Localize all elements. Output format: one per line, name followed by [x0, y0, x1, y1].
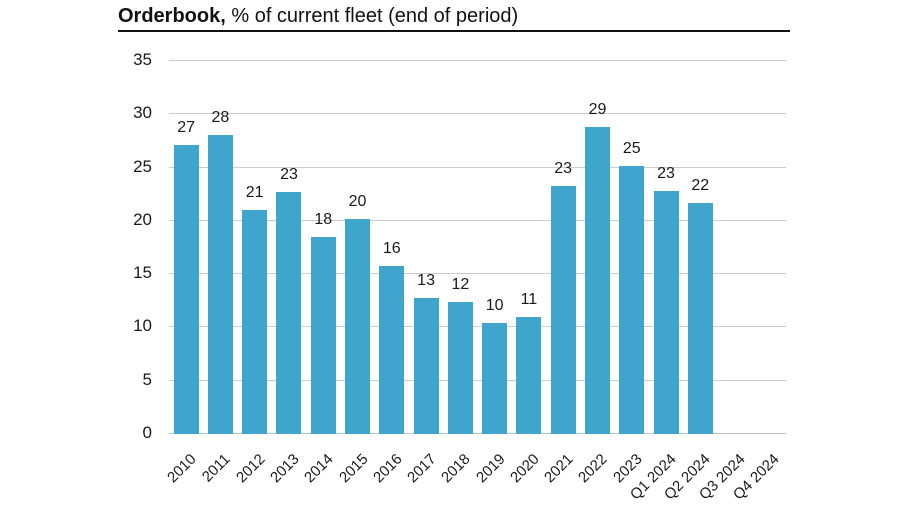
bar — [447, 301, 473, 434]
y-axis-tick-label: 30 — [133, 103, 152, 123]
bar — [276, 192, 302, 434]
bar-value-label: 18 — [314, 210, 333, 228]
bar — [482, 323, 508, 434]
bar — [379, 265, 405, 434]
bar-value-label: 11 — [520, 290, 538, 308]
bar — [207, 134, 233, 434]
bar — [345, 218, 371, 434]
bar-value-label: 20 — [348, 192, 367, 210]
gridline — [169, 166, 786, 168]
bar — [619, 165, 645, 434]
bar-value-label: 23 — [280, 166, 298, 184]
gridline — [169, 60, 786, 61]
y-axis-tick-label: 25 — [133, 156, 152, 176]
bar — [550, 185, 576, 434]
bar-value-label: 13 — [417, 271, 435, 289]
x-axis-line — [169, 433, 786, 434]
bar-value-label: 28 — [211, 108, 230, 126]
bar — [516, 316, 542, 434]
bar — [687, 202, 713, 434]
y-axis-tick-label: 20 — [133, 209, 152, 229]
bar-value-label: 23 — [657, 165, 675, 183]
bar-value-label: 27 — [177, 119, 196, 137]
gridline — [169, 219, 786, 221]
gridline — [169, 113, 786, 115]
bar-value-label: 12 — [451, 275, 470, 293]
chart-title: Orderbook, % of current fleet (end of pe… — [118, 4, 790, 29]
title-underline — [118, 30, 790, 32]
bar-value-label: 21 — [245, 184, 264, 202]
bar — [310, 236, 336, 434]
bar-value-label: 10 — [485, 297, 504, 315]
chart-title-bold: Orderbook, — [118, 5, 226, 27]
y-axis-tick-label: 0 — [142, 423, 152, 442]
bar — [413, 297, 439, 434]
y-axis-tick-label: 15 — [133, 263, 152, 283]
y-axis-tick-label: 35 — [133, 50, 152, 69]
bar-value-label: 23 — [554, 159, 573, 177]
gridline — [169, 326, 786, 328]
bar-value-label: 22 — [691, 176, 710, 194]
gridline — [169, 273, 786, 275]
y-axis-tick-label: 10 — [133, 316, 152, 336]
bar-value-label: 29 — [588, 101, 607, 119]
bar — [653, 191, 679, 434]
bar-value-label: 16 — [382, 239, 401, 257]
bar — [242, 210, 268, 434]
y-axis-tick-label: 5 — [142, 369, 152, 389]
bar — [173, 145, 199, 434]
bar-value-label: 25 — [622, 139, 641, 157]
bar — [584, 127, 610, 434]
gridline — [169, 379, 786, 381]
chart-title-rest: % of current fleet (end of period) — [225, 5, 519, 27]
